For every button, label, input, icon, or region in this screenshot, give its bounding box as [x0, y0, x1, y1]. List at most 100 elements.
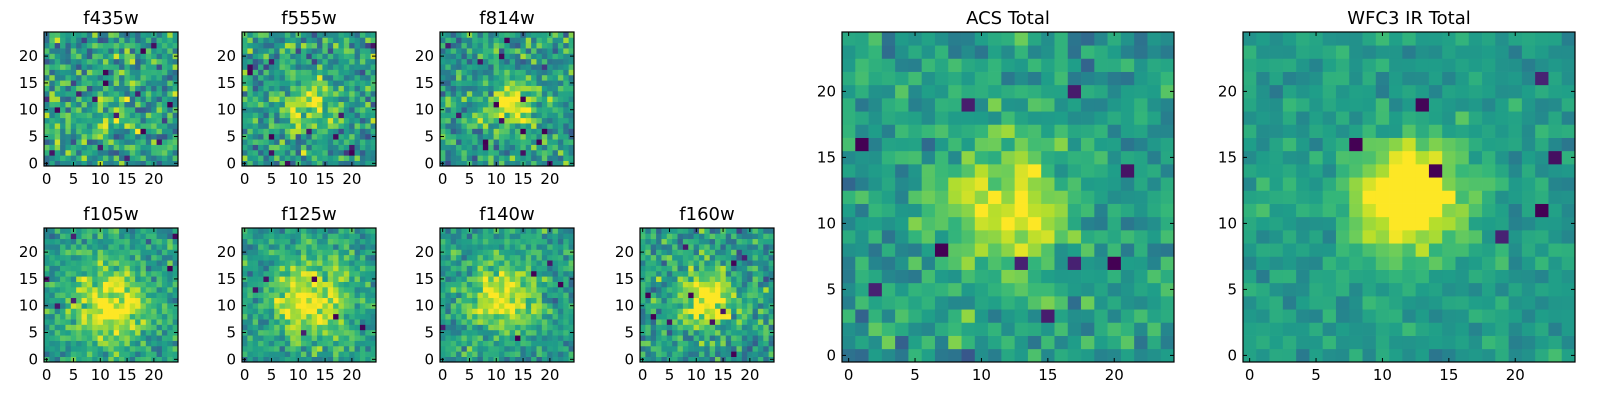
heatmap-cell [172, 48, 179, 54]
heatmap-cell [472, 340, 478, 347]
heatmap-cell [1027, 269, 1042, 284]
heatmap-cell [97, 149, 104, 156]
heatmap-cell [645, 303, 652, 309]
heatmap-cell [741, 313, 748, 320]
heatmap-cell [498, 228, 505, 234]
heatmap-cell [279, 276, 286, 282]
heatmap-cell [715, 297, 721, 304]
heatmap-cell [317, 58, 323, 65]
heatmap-cell [119, 96, 125, 103]
heatmap-cell [472, 303, 478, 309]
heatmap-cell [525, 69, 532, 76]
heatmap-cell [119, 69, 125, 76]
heatmap-cell [70, 96, 77, 103]
heatmap-cell [140, 270, 147, 277]
heatmap-cell [515, 64, 521, 70]
heatmap-cell [359, 329, 366, 336]
heatmap-cell [343, 90, 350, 97]
heatmap-cell [934, 216, 949, 231]
heatmap-cell [97, 254, 104, 261]
heatmap-cell [568, 233, 575, 240]
heatmap-cell [119, 155, 125, 161]
heatmap-cell [306, 80, 313, 86]
heatmap-cell [450, 53, 457, 60]
heatmap-cell [466, 133, 473, 140]
heatmap-cell [1081, 190, 1095, 204]
heatmap-cell [151, 123, 157, 129]
heatmap-cell [445, 260, 452, 266]
heatmap-cell [908, 296, 923, 310]
heatmap-cell [698, 345, 705, 352]
heatmap-cell [119, 292, 125, 299]
heatmap-cell [129, 48, 136, 54]
heatmap-cell [279, 249, 286, 256]
heatmap-cell [736, 233, 743, 240]
heatmap-cell [504, 329, 511, 336]
heatmap-cell [327, 32, 334, 38]
heatmap-cell [661, 319, 668, 325]
heatmap-cell [327, 144, 334, 151]
heatmap-cell [317, 53, 323, 60]
heatmap-cell [135, 351, 141, 357]
heatmap-cell [290, 42, 296, 49]
heatmap-cell [1041, 203, 1055, 218]
heatmap-cell [258, 313, 264, 320]
heatmap-cell [547, 292, 553, 299]
heatmap-cell [456, 85, 462, 92]
heatmap-cell [252, 90, 259, 97]
heatmap-cell [450, 244, 457, 250]
heatmap-cell [504, 160, 511, 167]
heatmap-cell [488, 254, 494, 261]
heatmap-cell [343, 324, 350, 331]
heatmap-cell [295, 313, 302, 320]
heatmap-cell [934, 203, 949, 218]
heatmap-cell [247, 351, 254, 357]
heatmap-cell [881, 177, 896, 191]
heatmap-cell [493, 64, 500, 70]
heatmap-cell [333, 107, 339, 113]
heatmap-cell [477, 244, 484, 250]
heatmap-cell [311, 254, 318, 261]
heatmap-cell [440, 340, 446, 347]
heatmap-cell [333, 313, 339, 320]
heatmap-cell [445, 133, 452, 140]
heatmap-cell [509, 297, 516, 304]
heatmap-cell [1160, 243, 1175, 257]
heatmap-cell [108, 340, 115, 347]
heatmap-cell [461, 324, 468, 331]
heatmap-cell [552, 286, 559, 293]
heatmap-cell [1147, 322, 1162, 336]
heatmap-cell [65, 32, 72, 38]
heatmap-cell [151, 144, 157, 151]
heatmap-cell [167, 356, 173, 363]
heatmap-cell [252, 133, 259, 140]
heatmap-cell [450, 80, 457, 86]
heatmap-cell [65, 80, 72, 86]
heatmap-cell [868, 203, 883, 218]
heatmap-cell [461, 101, 468, 108]
heatmap-cell [536, 270, 543, 277]
heatmap-cell [552, 356, 559, 363]
heatmap-cell [86, 270, 93, 277]
heatmap-cell [440, 351, 446, 357]
heatmap-cell [76, 340, 82, 347]
heatmap-cell [488, 160, 494, 167]
heatmap-cell [290, 238, 296, 245]
heatmap-cell [563, 297, 569, 304]
heatmap-cell [682, 329, 689, 336]
heatmap-cell [1094, 230, 1108, 244]
heatmap-cell [151, 128, 157, 135]
heatmap-cell [279, 96, 286, 103]
heatmap-cell [60, 313, 66, 320]
heatmap-cell [300, 53, 307, 60]
heatmap-cell [317, 133, 323, 140]
heatmap-cell [338, 144, 345, 151]
heatmap-cell [661, 351, 668, 357]
heatmap-cell [279, 345, 286, 352]
heatmap-cell [493, 149, 500, 156]
heatmap-cell [450, 58, 457, 65]
heatmap-cell [54, 329, 61, 336]
heatmap-cell [167, 276, 173, 282]
heatmap-cell [698, 265, 705, 272]
heatmap-cell [693, 276, 700, 282]
